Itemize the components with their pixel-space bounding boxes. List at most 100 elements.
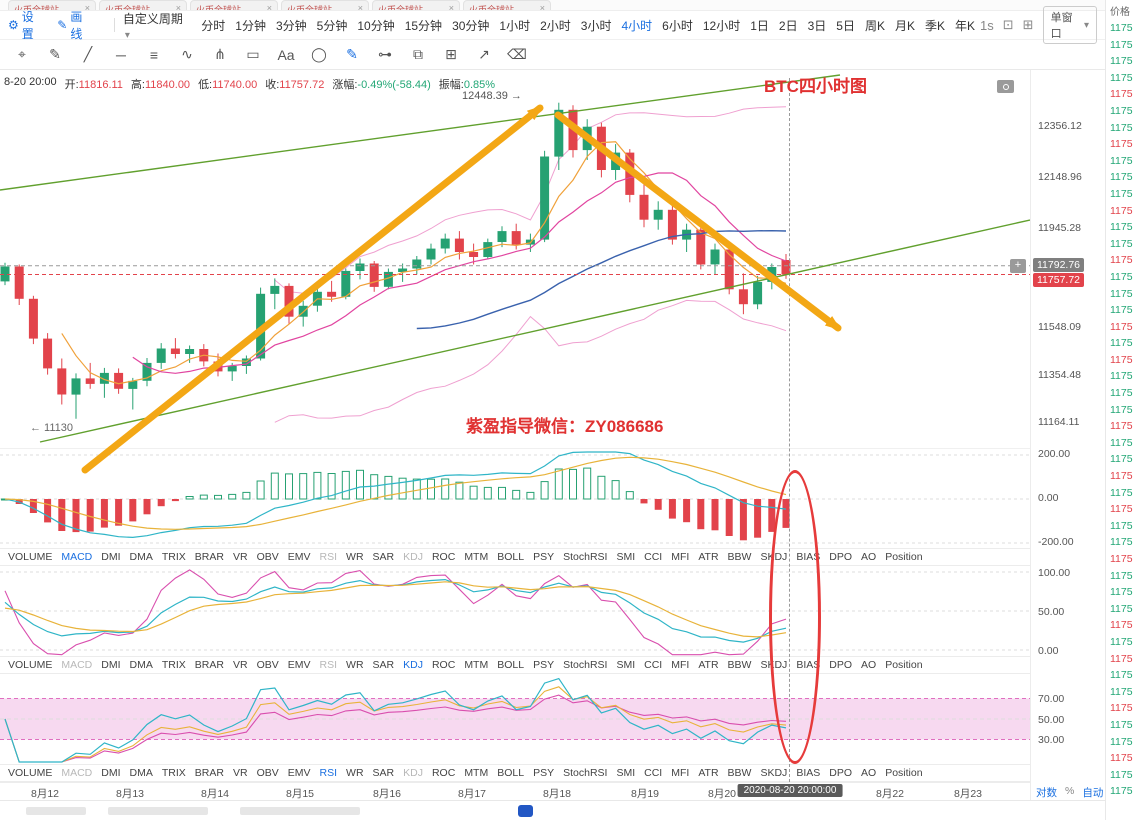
timeframe-option[interactable]: 分时 <box>201 18 226 33</box>
indicator-tab-mfi[interactable]: MFI <box>671 551 690 563</box>
indicator-tab-macd[interactable]: MACD <box>61 659 93 671</box>
book-price-row[interactable]: 1175 <box>1110 154 1133 167</box>
indicator-tab-atr[interactable]: ATR <box>698 551 719 563</box>
measure-icon[interactable]: ⊶ <box>378 46 392 62</box>
price-axis[interactable]: 对数 % 自动 12356.12 12148.96 11945.28 11548.09… <box>1030 70 1105 800</box>
indicator-tab-trix[interactable]: TRIX <box>161 767 186 779</box>
brush-icon[interactable]: ✎ <box>49 46 61 62</box>
timeframe-option[interactable]: 3分钟 <box>275 18 307 33</box>
fullscreen-icon[interactable]: ⊡ <box>1002 17 1014 32</box>
indicator-tab-mtm[interactable]: MTM <box>464 551 489 563</box>
timeframe-option[interactable]: 2日 <box>778 18 798 33</box>
timeframe-option[interactable]: 年K <box>955 18 976 33</box>
indicator-tab-wr[interactable]: WR <box>346 767 364 779</box>
book-price-row[interactable]: 1175 <box>1110 768 1133 781</box>
indicator-tab-mfi[interactable]: MFI <box>671 767 690 779</box>
book-price-row[interactable]: 1175 <box>1110 702 1133 715</box>
close-icon[interactable]: × <box>448 3 454 11</box>
settings-button[interactable]: ⚙ 设置 <box>8 8 45 42</box>
indicator-tab-sar[interactable]: SAR <box>372 767 395 779</box>
book-price-row[interactable]: 1175 <box>1110 602 1133 615</box>
book-price-row[interactable]: 1175 <box>1110 320 1133 333</box>
book-price-row[interactable]: 1175 <box>1110 536 1133 549</box>
book-price-row[interactable]: 1175 <box>1110 337 1133 350</box>
timeframe-option[interactable]: 5分钟 <box>316 18 348 33</box>
window-mode-dropdown[interactable]: 单窗口 <box>1042 6 1097 44</box>
indicator-tab-cci[interactable]: CCI <box>644 659 663 671</box>
timeframe-option[interactable]: 12小时 <box>702 18 741 33</box>
indicator-tab-atr[interactable]: ATR <box>698 659 719 671</box>
indicator-tab-smi[interactable]: SMI <box>616 767 636 779</box>
indicator-tab-brar[interactable]: BRAR <box>194 767 224 779</box>
horizontal-line-icon[interactable]: ─ <box>116 46 126 63</box>
indicator-tab-emv[interactable]: EMV <box>287 659 311 671</box>
indicator-tab-volume[interactable]: VOLUME <box>8 767 53 779</box>
indicator-tab-position[interactable]: Position <box>885 551 923 563</box>
book-price-row[interactable]: 1175 <box>1110 104 1133 117</box>
browser-tab[interactable]: 火币全球站 × <box>190 0 278 11</box>
trend-line-icon[interactable]: ╱ <box>83 46 93 62</box>
indicator-tab-atr[interactable]: ATR <box>698 767 719 779</box>
auto-scale-option[interactable]: 自动 <box>1082 787 1104 799</box>
ellipse-tool-icon[interactable]: ◯ <box>311 46 327 62</box>
close-icon[interactable]: × <box>175 3 181 11</box>
indicator-tab-skdj[interactable]: SKDJ <box>760 551 788 563</box>
rectangle-icon[interactable]: ▭ <box>246 46 260 62</box>
book-price-row[interactable]: 1175 <box>1110 619 1133 632</box>
book-price-row[interactable]: 1175 <box>1110 254 1133 267</box>
indicator-tab-trix[interactable]: TRIX <box>161 551 186 563</box>
book-price-row[interactable]: 1175 <box>1110 270 1133 283</box>
indicator-tab-kdj[interactable]: KDJ <box>403 659 423 671</box>
timeframe-option[interactable]: 10分钟 <box>357 18 395 33</box>
wave-icon[interactable]: ∿ <box>181 46 193 62</box>
indicator-tab-wr[interactable]: WR <box>346 551 364 563</box>
close-icon[interactable]: × <box>539 3 545 11</box>
close-icon[interactable]: × <box>357 3 363 11</box>
camera-icon[interactable] <box>997 80 1014 93</box>
book-price-row[interactable]: 1175 <box>1110 453 1133 466</box>
indicator-tab-rsi[interactable]: RSI <box>319 551 338 563</box>
browser-tab[interactable]: 火币全球站 × <box>372 0 460 11</box>
copy-icon[interactable]: ⧉ <box>413 46 423 62</box>
indicator-tab-stochrsi[interactable]: StochRSI <box>563 767 608 779</box>
timeframe-option[interactable]: 6小时 <box>662 18 693 33</box>
crosshair-icon[interactable]: ⌖ <box>18 46 26 62</box>
book-price-row[interactable]: 1175 <box>1110 718 1133 731</box>
indicator-tab-mtm[interactable]: MTM <box>464 659 489 671</box>
indicator-tab-obv[interactable]: OBV <box>256 551 279 563</box>
indicator-tab-bias[interactable]: BIAS <box>796 767 821 779</box>
timeframe-option[interactable]: 2小时 <box>540 18 571 33</box>
indicator-tab-smi[interactable]: SMI <box>616 659 636 671</box>
book-price-row[interactable]: 1175 <box>1110 370 1133 383</box>
indicator-tab-vr[interactable]: VR <box>232 659 248 671</box>
indicator-tab-dmi[interactable]: DMI <box>101 659 121 671</box>
book-price-row[interactable]: 1175 <box>1110 519 1133 532</box>
book-price-row[interactable]: 1175 <box>1110 436 1133 449</box>
log-scale-option[interactable]: 对数 <box>1036 787 1057 799</box>
macd-panel[interactable] <box>0 448 1030 548</box>
indicator-tab-emv[interactable]: EMV <box>287 767 311 779</box>
book-price-row[interactable]: 1175 <box>1110 171 1133 184</box>
book-price-row[interactable]: 1175 <box>1110 569 1133 582</box>
book-price-row[interactable]: 1175 <box>1110 22 1133 34</box>
indicator-tab-roc[interactable]: ROC <box>431 767 456 779</box>
pitchfork-icon[interactable]: ⋔ <box>214 46 226 62</box>
book-price-row[interactable]: 1175 <box>1110 403 1133 416</box>
indicator-tab-ao[interactable]: AO <box>861 659 877 671</box>
indicator-tab-dma[interactable]: DMA <box>129 659 153 671</box>
close-icon[interactable]: × <box>266 3 272 11</box>
browser-tab[interactable]: 火币全球站 × <box>8 0 96 10</box>
timeframe-option[interactable]: 周K <box>864 18 885 33</box>
indicator-tab-stochrsi[interactable]: StochRSI <box>563 659 608 671</box>
indicator-tab-kdj[interactable]: KDJ <box>403 767 423 779</box>
indicator-tab-mtm[interactable]: MTM <box>464 767 489 779</box>
timeframe-option[interactable]: 季K <box>925 18 946 33</box>
book-price-row[interactable]: 1175 <box>1110 669 1133 682</box>
indicator-tab-position[interactable]: Position <box>885 767 923 779</box>
indicator-tab-obv[interactable]: OBV <box>256 767 279 779</box>
book-price-row[interactable]: 1175 <box>1110 387 1133 400</box>
indicator-tab-dma[interactable]: DMA <box>129 767 153 779</box>
book-price-row[interactable]: 1175 <box>1110 71 1133 84</box>
indicator-tab-dpo[interactable]: DPO <box>829 767 853 779</box>
indicator-tab-skdj[interactable]: SKDJ <box>760 659 788 671</box>
